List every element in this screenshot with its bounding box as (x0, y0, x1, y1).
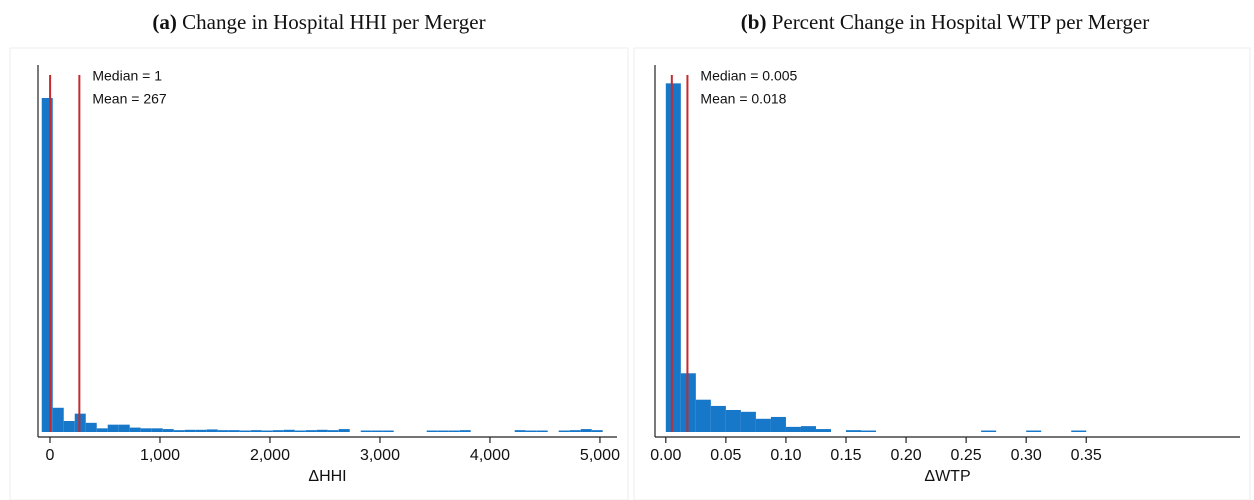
bar (580, 429, 592, 432)
bar (591, 430, 603, 432)
bar (338, 429, 350, 432)
bar (981, 430, 997, 432)
bar (725, 409, 741, 432)
bar (558, 430, 570, 432)
annotation: Median = 1 (92, 68, 162, 84)
bar (195, 429, 207, 432)
bar (1026, 430, 1042, 432)
bar (861, 430, 877, 432)
bar (815, 429, 831, 432)
x-tick-label: 0.05 (710, 447, 741, 464)
bar (459, 430, 471, 432)
bar (239, 430, 251, 432)
bar (272, 430, 284, 432)
x-axis-label: ΔHHI (308, 468, 346, 485)
bar (228, 430, 240, 432)
bar (294, 430, 306, 432)
panel-frame (9, 47, 629, 500)
bar (569, 430, 581, 432)
bar (217, 430, 229, 432)
bar (305, 430, 317, 432)
x-tick-label: 0.30 (1011, 447, 1042, 464)
bar (85, 422, 97, 432)
annotation: Median = 0.005 (700, 68, 797, 84)
panel-title-text: Percent Change in Hospital WTP per Merge… (772, 10, 1150, 34)
bar (151, 428, 163, 432)
bar (437, 430, 449, 432)
panel-title: (a) Change in Hospital HHI per Merger (152, 10, 485, 34)
bar (184, 429, 196, 432)
bar (96, 428, 108, 432)
annotation: Mean = 267 (92, 91, 167, 107)
x-tick-label: 0.00 (650, 447, 681, 464)
bar (129, 427, 141, 432)
panel-frame (633, 47, 1251, 500)
bar (755, 418, 771, 432)
annotation: Mean = 0.018 (700, 91, 786, 107)
bar (162, 429, 174, 432)
bar (448, 430, 460, 432)
bar (800, 426, 816, 432)
bar (665, 83, 681, 432)
bar (770, 416, 786, 432)
x-axis-label: ΔWTP (924, 468, 970, 485)
x-tick-label: 4,000 (470, 447, 510, 464)
panel-title: (b) Percent Change in Hospital WTP per M… (741, 10, 1149, 34)
bar (140, 428, 152, 432)
bar (52, 407, 64, 432)
bar (426, 430, 438, 432)
panel-label: (b) (741, 10, 767, 34)
x-tick-label: 0.25 (951, 447, 982, 464)
bar (710, 405, 726, 432)
bar (525, 430, 537, 432)
x-tick-label: 2,000 (250, 447, 290, 464)
bar (283, 429, 295, 432)
panel-label: (a) (152, 10, 177, 34)
bar (118, 424, 130, 432)
bar (63, 420, 75, 432)
x-tick-label: 0.10 (770, 447, 801, 464)
bar (261, 430, 273, 432)
bar (360, 430, 372, 432)
x-tick-label: 0 (46, 447, 55, 464)
bar (206, 429, 218, 432)
bar (740, 411, 756, 432)
bar (250, 430, 262, 432)
x-tick-label: 3,000 (360, 447, 400, 464)
bar (695, 399, 711, 432)
x-tick-label: 0.15 (830, 447, 861, 464)
bar (327, 430, 339, 432)
x-tick-label: 0.35 (1071, 447, 1102, 464)
bar (1071, 430, 1087, 432)
bar (316, 429, 328, 432)
bar (785, 426, 801, 432)
x-tick-label: 5,000 (580, 447, 620, 464)
bar (41, 98, 53, 432)
bar (845, 430, 862, 432)
x-tick-label: 1,000 (140, 447, 180, 464)
bar (536, 430, 548, 432)
bar (382, 430, 394, 432)
bar (173, 430, 185, 432)
bar (371, 430, 383, 432)
bar (514, 430, 526, 432)
x-tick-label: 0.20 (890, 447, 921, 464)
panel-title-text: Change in Hospital HHI per Merger (182, 10, 485, 34)
bar (107, 424, 119, 432)
